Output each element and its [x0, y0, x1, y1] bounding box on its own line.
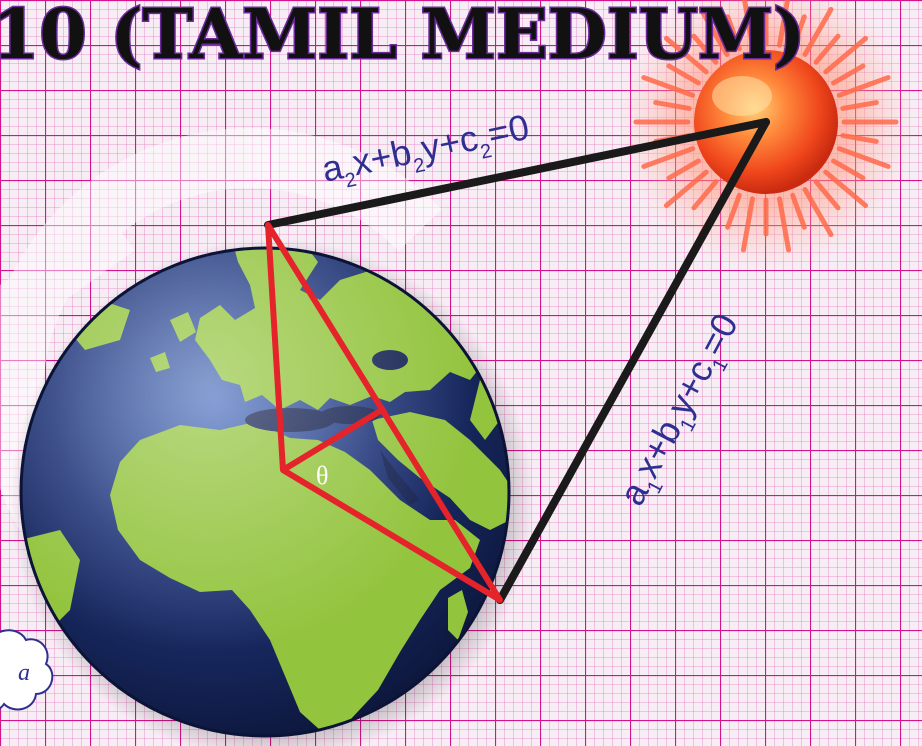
angle-theta-label: θ	[316, 461, 328, 490]
svg-text:a2x+b2y+c2=0: a2x+b2y+c2=0	[318, 106, 534, 197]
sun-ray	[790, 14, 807, 52]
sun-ray	[831, 63, 866, 86]
sun-ray	[666, 63, 701, 86]
sun-ray	[840, 100, 879, 111]
sun-ray	[813, 179, 841, 211]
sun-ray	[725, 14, 742, 52]
sun-ray	[663, 35, 709, 75]
sun-ray	[802, 187, 834, 238]
sun-ray	[813, 33, 841, 65]
sun-ray	[802, 6, 834, 57]
sun-ray	[691, 179, 719, 211]
eq2-sub3: 2	[478, 140, 493, 164]
eq2-rhs: =0	[484, 106, 533, 155]
sun-ray	[840, 133, 879, 144]
sun-ray	[691, 33, 719, 65]
sun-ray	[641, 75, 696, 98]
sun-ray	[777, 0, 791, 48]
sun-ray	[740, 196, 755, 253]
sun-ray	[823, 35, 869, 75]
sun-ray	[653, 100, 692, 111]
triangle-altitude	[281, 405, 387, 473]
earth-globe-icon	[19, 246, 511, 738]
sun-ray	[823, 169, 869, 209]
eq2-sub2: 2	[412, 154, 427, 178]
cloud-badge: a	[0, 629, 54, 711]
sun-ray	[836, 75, 891, 98]
sun-ray	[641, 146, 696, 169]
line-2	[264, 118, 770, 229]
sun-lines	[264, 118, 770, 604]
sun-ray	[831, 158, 866, 181]
red-triangle	[265, 222, 503, 603]
sun-ray	[666, 158, 701, 181]
sun-ray	[698, 6, 730, 57]
sun-ray	[663, 169, 709, 209]
eq2-sub1: 2	[343, 169, 358, 193]
sun-ray	[741, 0, 755, 48]
page-title: 10 (TAMIL MEDIUM)	[0, 0, 805, 75]
sun-ray	[836, 146, 891, 169]
equation-line-2: a2x+b2y+c2=0	[318, 106, 534, 197]
line-1	[496, 118, 770, 604]
sun-ray	[725, 192, 742, 230]
sun-ray	[777, 196, 792, 253]
sun-ray	[790, 192, 807, 230]
cloud-badge-text: a	[18, 660, 30, 686]
